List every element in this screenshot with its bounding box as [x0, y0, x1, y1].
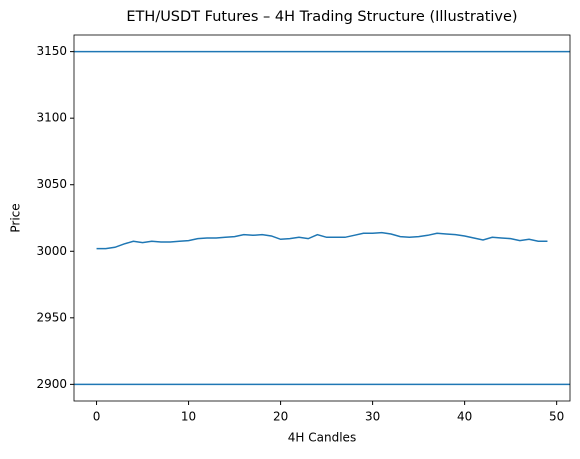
y-tick-label: 2900 [36, 377, 67, 391]
y-tick-label: 3050 [36, 177, 67, 191]
x-tick-label: 0 [93, 410, 101, 424]
x-tick-label: 20 [273, 410, 288, 424]
x-tick-label: 10 [181, 410, 196, 424]
x-tick-label: 40 [457, 410, 472, 424]
price-line [96, 231, 548, 250]
x-axis-label: 4H Candles [288, 431, 356, 445]
y-axis-label: Price [9, 203, 23, 232]
chart-title: ETH/USDT Futures – 4H Trading Structure … [126, 9, 517, 25]
x-tick-label: 50 [549, 410, 564, 424]
y-tick-label: 3150 [36, 44, 67, 58]
y-tick-label: 3100 [36, 111, 67, 125]
y-tick-label: 2950 [36, 310, 67, 324]
y-tick-label: 3000 [36, 244, 67, 258]
plot-frame [73, 34, 571, 402]
x-tick-label: 30 [365, 410, 380, 424]
